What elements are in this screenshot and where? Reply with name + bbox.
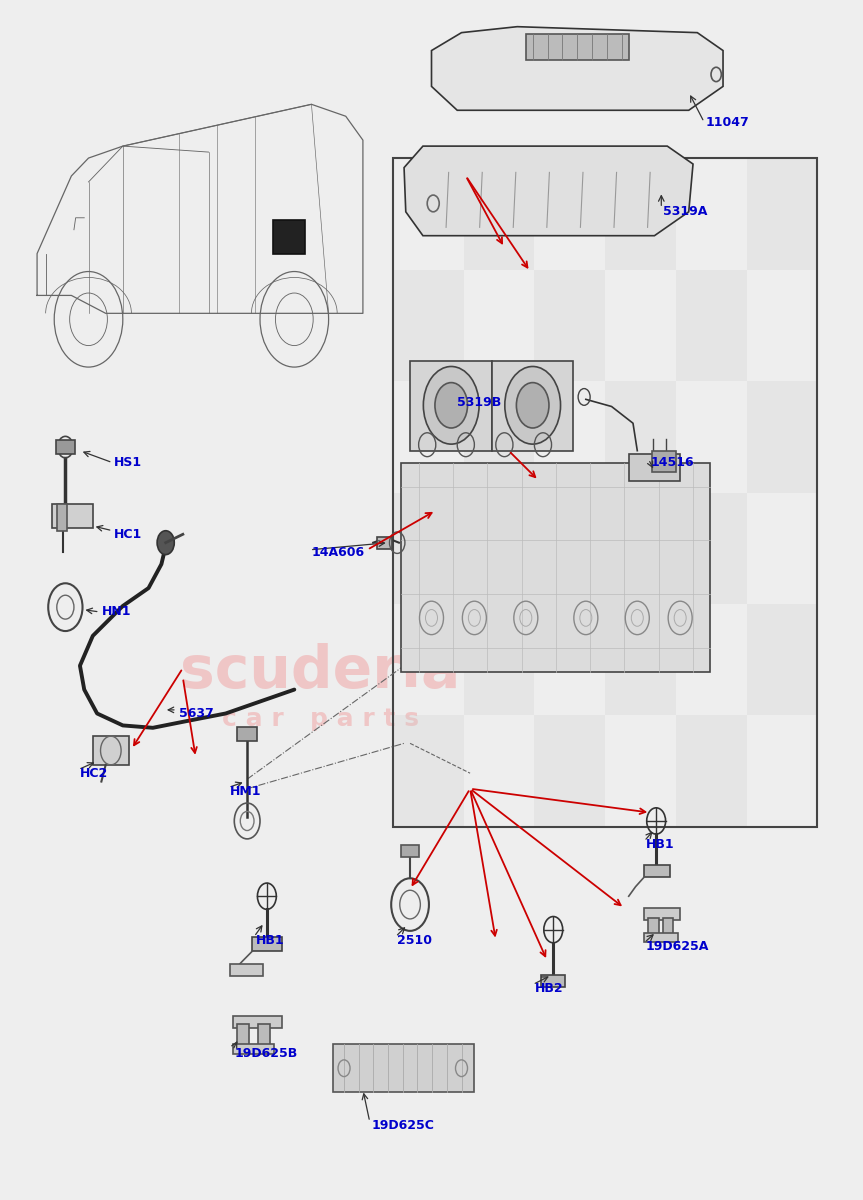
Text: HS1: HS1 — [114, 456, 142, 469]
Text: 2510: 2510 — [397, 934, 432, 947]
Text: HN1: HN1 — [101, 606, 131, 618]
Bar — [393, 715, 463, 827]
Text: HC2: HC2 — [80, 767, 108, 780]
Bar — [52, 504, 93, 528]
Circle shape — [157, 530, 174, 554]
Bar — [410, 361, 492, 451]
Text: c a r   p a r t s: c a r p a r t s — [222, 708, 419, 732]
Ellipse shape — [505, 366, 561, 444]
Bar — [393, 492, 463, 604]
Bar — [605, 604, 676, 715]
Bar — [676, 492, 746, 604]
Bar — [644, 934, 678, 942]
Bar — [401, 463, 710, 672]
Text: 19D625B: 19D625B — [234, 1048, 298, 1061]
Text: 5319A: 5319A — [663, 205, 708, 218]
Bar — [541, 976, 565, 986]
Bar — [534, 270, 605, 382]
Bar — [236, 727, 257, 740]
Bar — [401, 845, 419, 857]
Bar — [463, 382, 534, 492]
Text: HC1: HC1 — [114, 528, 142, 541]
Bar — [746, 604, 817, 715]
Bar — [393, 158, 817, 827]
Bar — [252, 937, 282, 952]
Bar — [463, 604, 534, 715]
Text: HB2: HB2 — [534, 982, 563, 995]
Ellipse shape — [516, 383, 549, 428]
Bar — [463, 158, 534, 270]
Text: HB1: HB1 — [255, 934, 284, 947]
Bar — [534, 715, 605, 827]
Text: 14516: 14516 — [650, 456, 694, 469]
Bar — [526, 34, 629, 60]
Text: 19D625A: 19D625A — [646, 940, 709, 953]
Bar — [492, 361, 573, 451]
Polygon shape — [432, 26, 723, 110]
Bar — [230, 965, 262, 977]
Bar — [333, 1044, 475, 1092]
Ellipse shape — [435, 383, 468, 428]
Bar — [663, 918, 673, 937]
Polygon shape — [404, 146, 693, 235]
Bar — [93, 736, 129, 764]
Bar — [57, 504, 67, 530]
Bar — [644, 908, 680, 920]
Bar — [534, 492, 605, 604]
Bar — [629, 455, 680, 480]
Bar — [393, 270, 463, 382]
Bar — [648, 918, 658, 937]
Bar — [232, 1015, 282, 1027]
Bar — [605, 382, 676, 492]
Bar — [746, 158, 817, 270]
Bar — [676, 270, 746, 382]
Text: 11047: 11047 — [706, 115, 750, 128]
Ellipse shape — [424, 366, 479, 444]
Bar — [644, 865, 670, 877]
Bar — [258, 1024, 270, 1048]
Text: scuderia: scuderia — [180, 643, 460, 700]
Bar — [56, 440, 75, 455]
Text: 14A606: 14A606 — [312, 546, 364, 559]
Bar — [652, 451, 676, 472]
Text: 5637: 5637 — [179, 707, 213, 720]
Bar — [273, 220, 306, 253]
Bar — [605, 158, 676, 270]
Bar — [232, 1044, 274, 1054]
Text: HB1: HB1 — [646, 839, 675, 851]
Bar — [676, 715, 746, 827]
Bar — [236, 1024, 249, 1048]
Bar — [746, 382, 817, 492]
Text: 5319B: 5319B — [457, 396, 501, 409]
Text: 19D625C: 19D625C — [371, 1120, 434, 1132]
Text: HM1: HM1 — [230, 785, 261, 798]
Bar — [376, 536, 392, 548]
